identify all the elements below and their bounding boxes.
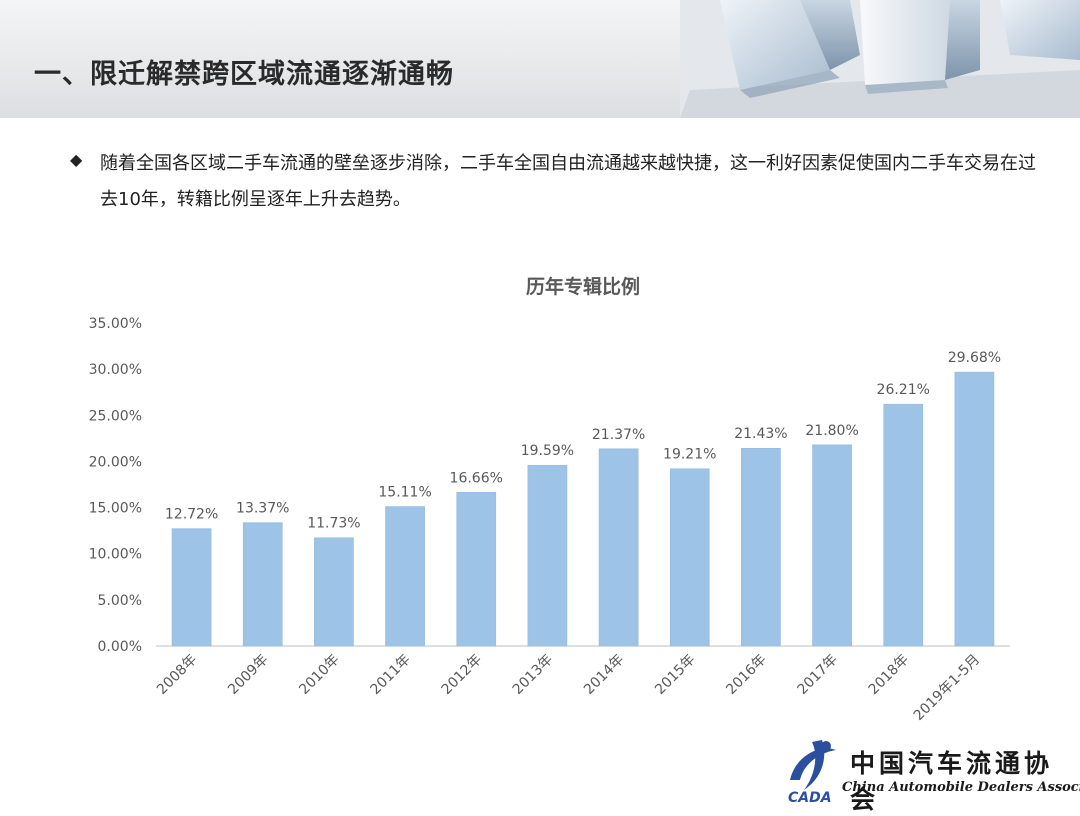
x-tick-label: 2016年 — [723, 652, 769, 698]
x-tick-label: 2008年 — [154, 652, 200, 698]
x-tick-label: 2010年 — [296, 652, 342, 698]
cada-mark-text: CADA — [788, 790, 832, 806]
bar — [171, 528, 212, 647]
data-label: 16.66% — [450, 470, 503, 486]
x-tick-label: 2015年 — [652, 652, 698, 698]
y-tick-label: 30.00% — [89, 362, 142, 378]
y-tick-label: 10.00% — [89, 547, 142, 563]
cada-logo: CADA 中国汽车流通协会 China Automobile Dealers A… — [780, 730, 1080, 814]
y-tick-label: 15.00% — [89, 501, 142, 517]
data-label: 29.68% — [948, 350, 1001, 366]
bar — [883, 403, 924, 647]
y-tick-label: 5.00% — [98, 593, 142, 609]
cada-emblem-icon: CADA — [788, 740, 836, 806]
x-tick-label: 2012年 — [439, 652, 485, 698]
y-tick-label: 25.00% — [89, 408, 142, 424]
data-label: 21.43% — [734, 426, 787, 442]
x-tick-label: 2017年 — [794, 652, 840, 698]
bar — [242, 522, 283, 647]
data-label: 13.37% — [236, 501, 289, 517]
bar-chart: 历年专辑比例 0.00% 5.00% 10.00% 15.00% 20.00% 25.00%… — [89, 275, 1010, 724]
bar — [741, 447, 781, 647]
diamond-bullet-icon: ◆ — [70, 150, 83, 169]
bar — [954, 371, 995, 647]
y-tick-label: 35.00% — [89, 316, 142, 332]
header-band: 一、限迁解禁跨区域流通逐渐通畅 — [0, 0, 1080, 118]
page-title: 一、限迁解禁跨区域流通逐渐通畅 — [34, 59, 454, 90]
x-tick-label: 2013年 — [510, 652, 556, 698]
chart-title: 历年专辑比例 — [526, 275, 640, 298]
data-label: 12.72% — [165, 507, 218, 523]
header-cubes-image — [680, 0, 1080, 118]
bar — [527, 464, 568, 647]
data-label: 21.80% — [805, 423, 858, 439]
y-tick-label: 0.00% — [98, 639, 142, 655]
bar — [385, 506, 425, 647]
bullet-text: 随着全国各区域二手车流通的壁垒逐步消除，二手车全国自由流通越来越快捷，这一利好因… — [100, 153, 1036, 210]
x-tick-label: 2009年 — [225, 652, 271, 698]
data-label: 19.21% — [663, 447, 716, 463]
logo-chinese-name: 中国汽车流通协会 — [850, 749, 1054, 814]
bar — [812, 444, 852, 647]
data-label: 26.21% — [877, 382, 930, 398]
x-tick-label: 2014年 — [581, 652, 627, 698]
data-label: 19.59% — [521, 443, 574, 459]
data-label: 11.73% — [307, 516, 360, 532]
x-tick-label: 2019年1-5月 — [911, 652, 983, 724]
data-label: 15.11% — [378, 485, 431, 501]
bar — [456, 492, 497, 647]
bar — [598, 448, 639, 647]
y-tick-label: 20.00% — [89, 454, 142, 470]
x-tick-label: 2018年 — [866, 652, 912, 698]
logo-english-name: China Automobile Dealers Association — [842, 780, 1080, 795]
bar — [669, 468, 710, 647]
data-label: 21.37% — [592, 427, 645, 443]
x-tick-label: 2011年 — [367, 652, 413, 698]
bar — [314, 537, 354, 647]
